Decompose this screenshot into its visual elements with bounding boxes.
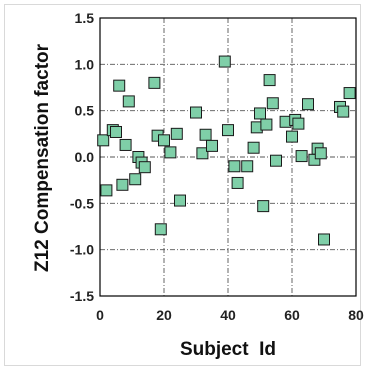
y-tick-label: -1.0 — [70, 242, 94, 258]
data-point — [270, 154, 282, 167]
data-point — [218, 55, 231, 68]
data-point — [257, 200, 270, 213]
data-point — [174, 194, 186, 207]
y-tick-label: -0.5 — [70, 195, 94, 211]
x-tick-labels: 0 20 40 60 80 — [96, 307, 364, 323]
x-tick-label: 0 — [96, 307, 104, 323]
data-point — [97, 134, 110, 147]
data-point — [254, 107, 266, 120]
chart-frame — [4, 4, 361, 366]
y-tick-label: 0.0 — [75, 149, 95, 165]
y-axis-label: Z12 Compensation factor — [32, 43, 53, 272]
data-point — [116, 178, 129, 191]
data-point — [196, 147, 209, 160]
data-point — [170, 127, 183, 140]
data-point — [164, 146, 177, 159]
x-tick-label: 80 — [348, 307, 364, 323]
data-point — [266, 97, 279, 110]
y-tick-label: 0.5 — [75, 103, 95, 119]
data-point — [343, 87, 356, 100]
data-point — [337, 105, 350, 118]
data-point — [154, 223, 167, 236]
data-point — [100, 184, 113, 197]
data-point — [190, 106, 202, 119]
data-point — [314, 147, 327, 160]
data-point — [302, 98, 314, 111]
data-point — [260, 118, 273, 131]
y-tick-label: 1.5 — [75, 10, 95, 26]
data-point — [263, 74, 276, 87]
x-tick-label: 60 — [284, 307, 300, 323]
plot-area-border — [99, 17, 357, 297]
data-point — [231, 176, 244, 189]
data-point — [158, 134, 170, 147]
data-point — [199, 128, 212, 141]
y-tick-labels: 1.5 1.0 0.5 0.0 -0.5 -1.0 -1.5 — [70, 10, 94, 304]
data-point — [241, 160, 254, 173]
x-axis-label: Subject Id — [180, 339, 276, 360]
data-point — [129, 173, 142, 186]
data-point — [295, 150, 308, 163]
x-tick-label: 20 — [156, 307, 172, 323]
data-point — [318, 233, 330, 246]
data-point — [206, 139, 218, 152]
y-tick-label: 1.0 — [75, 56, 95, 72]
data-point — [110, 125, 122, 138]
data-point — [138, 161, 151, 174]
data-point — [286, 130, 298, 143]
data-point — [119, 138, 132, 151]
data-point — [247, 141, 260, 154]
data-points — [97, 55, 356, 246]
x-tick-label: 40 — [220, 307, 236, 323]
y-tick-label: -1.5 — [70, 288, 94, 304]
data-point — [228, 160, 241, 173]
data-point — [148, 76, 161, 89]
data-point — [113, 79, 126, 92]
data-point — [292, 117, 305, 130]
data-point — [122, 95, 135, 108]
data-point — [222, 124, 234, 137]
